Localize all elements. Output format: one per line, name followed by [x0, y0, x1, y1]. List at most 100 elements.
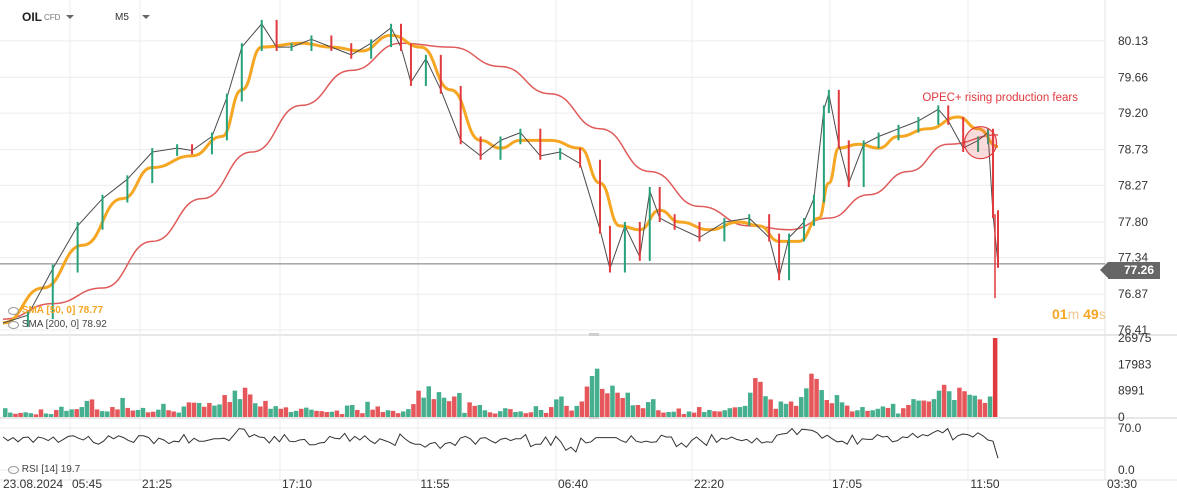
volume-bar[interactable] [482, 410, 488, 417]
volume-bar[interactable] [457, 392, 462, 417]
volume-bar[interactable] [232, 390, 238, 417]
volume-bar[interactable] [48, 414, 54, 417]
volume-bar[interactable] [283, 407, 289, 417]
sma200-legend[interactable]: SMA [200, 0] 78.92 [8, 319, 107, 330]
volume-bar[interactable] [23, 412, 28, 417]
volume-bar[interactable] [84, 400, 90, 417]
volume-bar[interactable] [921, 400, 926, 417]
volume-bar[interactable] [462, 412, 467, 417]
volume-bar[interactable] [503, 408, 508, 417]
volume-bar[interactable] [548, 407, 554, 417]
volume-bar[interactable] [768, 399, 773, 417]
volume-bar[interactable] [207, 402, 212, 417]
volume-bar[interactable] [538, 409, 544, 417]
volume-bar[interactable] [747, 392, 753, 417]
volume-bar[interactable] [441, 397, 447, 417]
volume-bar[interactable] [38, 409, 44, 417]
volume-bar[interactable] [630, 405, 636, 417]
volume-bar[interactable] [819, 390, 824, 417]
volume-bar[interactable] [94, 409, 100, 417]
volume-bar[interactable] [625, 392, 631, 417]
volume-bar[interactable] [64, 410, 69, 417]
volume-bar[interactable] [411, 404, 416, 417]
volume-bar[interactable] [895, 413, 901, 417]
volume-bar[interactable] [814, 378, 819, 417]
volume-bar[interactable] [237, 399, 243, 417]
volume-bar[interactable] [620, 397, 625, 417]
sma200-line[interactable] [2, 42, 999, 320]
volume-bar[interactable] [880, 406, 886, 417]
volume-bar[interactable] [737, 407, 743, 417]
volume-bar[interactable] [957, 387, 962, 417]
volume-bar[interactable] [115, 409, 120, 417]
volume-bar[interactable] [543, 412, 549, 417]
volume-bar[interactable] [605, 393, 610, 417]
volume-bar[interactable] [140, 407, 146, 417]
volume-bar[interactable] [145, 412, 151, 417]
volume-bar[interactable] [242, 387, 248, 417]
volume-bar[interactable] [263, 400, 268, 417]
volume-bar[interactable] [839, 402, 845, 417]
volume-bar[interactable] [855, 410, 860, 417]
volume-bar[interactable] [222, 395, 227, 417]
volume-bar[interactable] [181, 406, 187, 417]
volume-bar[interactable] [3, 408, 8, 417]
volume-bar[interactable] [656, 410, 661, 417]
volume-bar[interactable] [778, 401, 784, 417]
eye-icon[interactable] [8, 321, 19, 329]
volume-bar[interactable] [926, 401, 932, 417]
volume-bar[interactable] [212, 405, 217, 417]
volume-bar[interactable] [569, 410, 574, 417]
volume-bar[interactable] [696, 407, 702, 417]
volume-bar[interactable] [309, 409, 314, 417]
volume-bar[interactable] [640, 408, 646, 417]
volume-bar[interactable] [268, 408, 273, 417]
volume-bar[interactable] [972, 395, 977, 417]
rsi-legend[interactable]: RSI [14] 19.7 [8, 464, 80, 475]
volume-bar[interactable] [349, 404, 355, 417]
volume-bar[interactable] [579, 401, 585, 417]
volume-bar[interactable] [314, 410, 319, 417]
volume-bar[interactable] [293, 410, 299, 417]
volume-bar[interactable] [324, 412, 329, 417]
volume-bar[interactable] [99, 411, 105, 417]
volume-bar[interactable] [421, 397, 426, 417]
volume-bar[interactable] [523, 413, 528, 417]
volume-bar[interactable] [727, 408, 733, 417]
volume-bar[interactable] [804, 388, 809, 417]
volume-bar[interactable] [834, 395, 840, 417]
volume-bar[interactable] [304, 407, 309, 417]
volume-bar[interactable] [936, 390, 942, 417]
volume-bar[interactable] [18, 412, 23, 417]
volume-bar[interactable] [273, 406, 278, 417]
volume-bar[interactable] [875, 408, 881, 417]
volume-bar[interactable] [666, 412, 671, 417]
volume-bar[interactable] [258, 406, 263, 417]
volume-bar[interactable] [916, 400, 921, 417]
volume-bar[interactable] [288, 412, 294, 417]
volume-bar[interactable] [375, 406, 380, 417]
volume-bar[interactable] [186, 402, 192, 417]
volume-bar[interactable] [931, 399, 937, 417]
volume-bar[interactable] [722, 410, 727, 417]
volume-bar[interactable] [554, 399, 559, 417]
volume-bar[interactable] [901, 408, 906, 417]
volume-bar[interactable] [74, 409, 79, 417]
volume-bar[interactable] [452, 396, 457, 417]
volume-bar[interactable] [946, 391, 952, 417]
volume-bar[interactable] [54, 409, 59, 417]
volume-bar[interactable] [406, 409, 411, 417]
volume-bar[interactable] [426, 386, 432, 417]
volume-bar[interactable] [533, 406, 539, 417]
pane-resize-handle[interactable] [589, 416, 599, 419]
volume-bar[interactable] [600, 388, 605, 417]
volume-bar[interactable] [635, 404, 641, 417]
volume-bar[interactable] [156, 409, 161, 417]
volume-bar[interactable] [487, 412, 493, 417]
volume-bar[interactable] [247, 394, 253, 417]
volume-bar[interactable] [793, 405, 799, 417]
timeframe-selector[interactable]: M5 [115, 12, 129, 23]
volume-bar[interactable] [59, 406, 64, 417]
volume-bar[interactable] [717, 411, 722, 417]
